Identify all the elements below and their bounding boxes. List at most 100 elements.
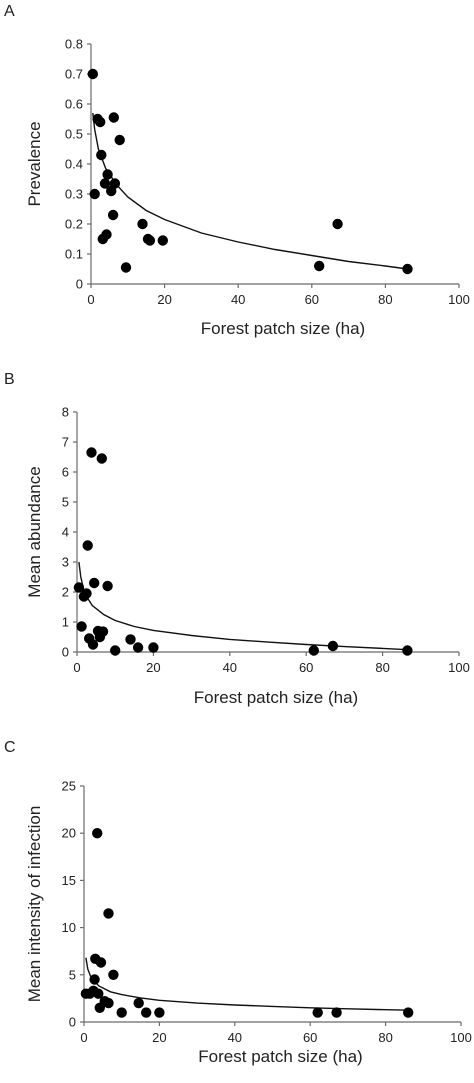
y-tick-label: 0 bbox=[69, 1015, 76, 1030]
data-point bbox=[110, 645, 121, 656]
x-tick-label: 40 bbox=[231, 292, 245, 307]
y-axis-title: Mean intensity of infection bbox=[25, 806, 44, 1003]
x-tick-label: 60 bbox=[299, 660, 313, 675]
y-axis-title: Prevalence bbox=[25, 121, 44, 206]
data-point bbox=[87, 639, 99, 650]
data-point bbox=[102, 169, 113, 180]
x-tick-label: 0 bbox=[87, 292, 94, 307]
y-axis-title: Mean abundance bbox=[25, 466, 44, 597]
y-tick-label: 1 bbox=[62, 615, 69, 630]
y-tick-label: 0.5 bbox=[65, 127, 83, 142]
panel-letter: C bbox=[4, 739, 16, 756]
data-point bbox=[114, 134, 125, 146]
data-point bbox=[120, 262, 132, 273]
data-point bbox=[132, 642, 144, 653]
y-tick-label: 6 bbox=[62, 465, 69, 480]
x-tick-label: 20 bbox=[152, 1030, 166, 1045]
y-tick-label: 2 bbox=[62, 585, 69, 600]
panel-a: A 0 0.1 0.2 0.3 0.4 0.5 0.6 0.7 0.8 0 20 40 60 80 100 Fo… bbox=[4, 3, 470, 338]
data-point bbox=[103, 997, 114, 1009]
data-point bbox=[76, 621, 87, 632]
y-tick-label: 25 bbox=[62, 779, 76, 794]
data-point bbox=[86, 447, 97, 458]
data-point bbox=[95, 116, 106, 128]
data-point bbox=[157, 235, 168, 246]
data-point bbox=[87, 68, 99, 80]
y-tick-label: 0.6 bbox=[65, 97, 83, 112]
x-axis-title: Forest patch size (ha) bbox=[194, 688, 358, 707]
data-point bbox=[108, 969, 119, 980]
data-point bbox=[89, 188, 100, 200]
data-point bbox=[103, 908, 114, 919]
data-point bbox=[102, 580, 113, 592]
data-point bbox=[137, 218, 148, 230]
data-point bbox=[144, 235, 156, 246]
data-point bbox=[141, 1007, 152, 1018]
data-point bbox=[89, 577, 100, 589]
data-point bbox=[331, 1007, 342, 1018]
data-point bbox=[73, 582, 85, 593]
y-tick-label: 8 bbox=[62, 405, 69, 420]
y-tick-label: 4 bbox=[62, 525, 69, 540]
y-tick-label: 0.8 bbox=[65, 37, 83, 52]
x-tick-label: 100 bbox=[448, 292, 470, 307]
y-tick-label: 0.3 bbox=[65, 187, 83, 202]
data-point bbox=[125, 634, 136, 645]
y-tick-label: 0 bbox=[62, 645, 69, 660]
x-tick-label: 100 bbox=[448, 660, 470, 675]
data-point bbox=[96, 149, 107, 161]
x-tick-label: 100 bbox=[450, 1030, 472, 1045]
data-point bbox=[403, 1007, 414, 1018]
data-point bbox=[109, 178, 121, 189]
y-tick-label: 15 bbox=[62, 873, 76, 888]
x-axis-title: Forest patch size (ha) bbox=[198, 1047, 362, 1066]
data-point bbox=[327, 640, 339, 652]
data-point bbox=[97, 626, 109, 637]
data-point bbox=[148, 642, 159, 653]
x-tick-label: 60 bbox=[305, 292, 319, 307]
data-point bbox=[108, 112, 120, 123]
x-tick-label: 60 bbox=[303, 1030, 317, 1045]
y-tick-label: 20 bbox=[62, 826, 76, 841]
data-point bbox=[95, 957, 107, 968]
y-tick-label: 10 bbox=[62, 920, 76, 935]
x-tick-label: 0 bbox=[73, 660, 80, 675]
data-point bbox=[154, 1007, 165, 1018]
data-point bbox=[92, 828, 103, 839]
x-tick-label: 40 bbox=[223, 660, 237, 675]
x-tick-label: 40 bbox=[228, 1030, 242, 1045]
x-tick-label: 20 bbox=[157, 292, 171, 307]
data-point bbox=[96, 453, 108, 464]
data-point bbox=[402, 263, 413, 275]
data-point bbox=[133, 997, 144, 1009]
x-tick-label: 80 bbox=[378, 292, 392, 307]
data-point bbox=[308, 645, 319, 656]
y-tick-label: 5 bbox=[62, 495, 69, 510]
data-point bbox=[81, 588, 92, 599]
y-tick-label: 0.7 bbox=[65, 67, 83, 82]
x-axis-title: Forest patch size (ha) bbox=[201, 319, 365, 338]
y-tick-label: 0.4 bbox=[65, 157, 83, 172]
y-tick-label: 3 bbox=[62, 555, 69, 570]
y-tick-label: 0 bbox=[76, 277, 83, 292]
panel-letter: A bbox=[4, 3, 15, 20]
data-point bbox=[99, 178, 111, 189]
y-tick-label: 0.1 bbox=[65, 247, 83, 262]
data-point bbox=[402, 645, 413, 656]
x-tick-label: 80 bbox=[378, 1030, 392, 1045]
x-tick-label: 0 bbox=[80, 1030, 87, 1045]
x-tick-label: 80 bbox=[375, 660, 389, 675]
y-tick-label: 7 bbox=[62, 435, 69, 450]
data-point bbox=[101, 229, 112, 240]
data-point bbox=[89, 974, 100, 985]
y-tick-label: 0.2 bbox=[65, 217, 83, 232]
data-point bbox=[107, 209, 119, 221]
data-point bbox=[332, 218, 343, 230]
x-tick-label: 20 bbox=[146, 660, 160, 675]
trend-line bbox=[92, 112, 408, 270]
data-point bbox=[82, 540, 93, 551]
data-point bbox=[314, 260, 325, 272]
